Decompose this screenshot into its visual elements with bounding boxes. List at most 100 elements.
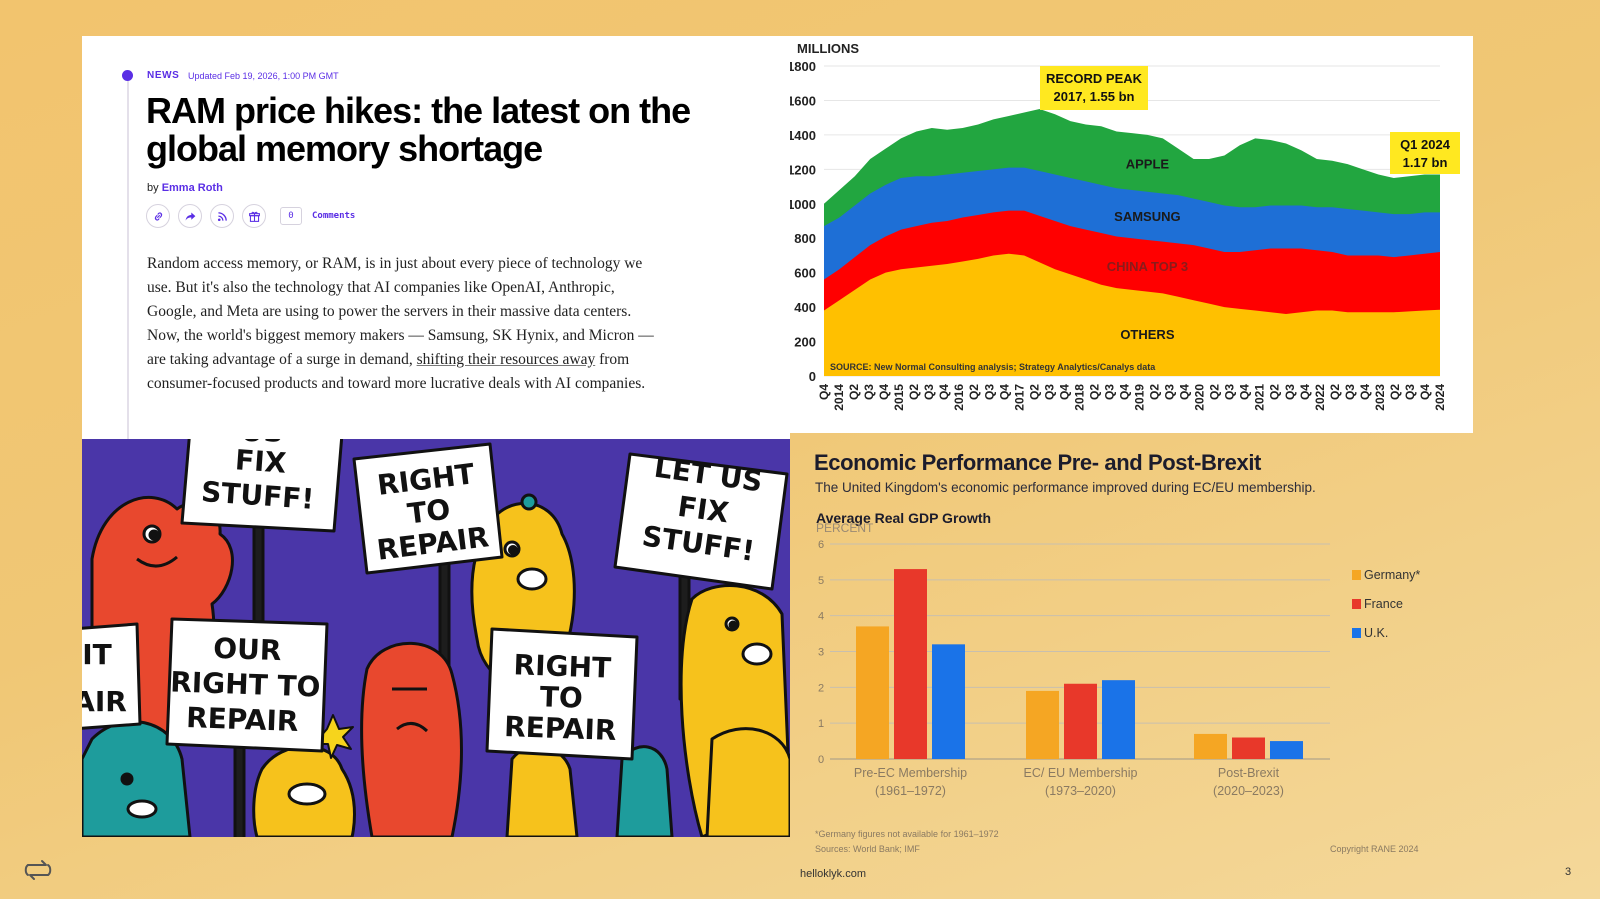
article-body: Random access memory, or RAM, is in just… xyxy=(147,252,667,395)
gdp-legend-label: Germany* xyxy=(1364,568,1420,582)
byline-prefix: by xyxy=(147,182,159,194)
memory-x-tick: Q2 xyxy=(1268,384,1282,400)
memory-x-tick: Q4 xyxy=(997,384,1011,400)
sign6-line3: REPAIR xyxy=(504,710,617,747)
memory-x-tick: Q3 xyxy=(1283,384,1297,400)
gdp-category-period: (1973–2020) xyxy=(1045,784,1116,798)
memory-x-tick: Q2 xyxy=(1328,384,1342,400)
memory-x-tick: Q4 xyxy=(1298,384,1312,400)
right-to-repair-illustration: US FIX STUFF! RIGHT TO REPAIR LET US FIX… xyxy=(82,439,790,837)
memory-x-tick: 2024 xyxy=(1433,384,1447,411)
sign6-line2: TO xyxy=(539,680,583,714)
memory-x-tick: Q3 xyxy=(1102,384,1116,400)
sign1-partial-text: US xyxy=(241,439,284,448)
gdp-chart-title: Average Real GDP Growth xyxy=(816,510,992,526)
memory-y-tick: 1400 xyxy=(790,128,816,143)
memory-x-tick: 2015 xyxy=(892,384,906,411)
gdp-legend-label: France xyxy=(1364,597,1403,611)
memory-area-chart: MILLIONS 0 200 400 600 800 1000 1200 1400 1600 180… xyxy=(790,41,1460,411)
rss-button[interactable] xyxy=(210,204,234,228)
author-link[interactable]: Emma Roth xyxy=(161,182,223,194)
chart-sources: Sources: World Bank; IMF xyxy=(815,844,920,854)
memory-y-tick: 400 xyxy=(794,300,816,315)
rss-icon xyxy=(217,211,227,221)
loop-logo-icon[interactable] xyxy=(22,856,54,884)
byline: by Emma Roth xyxy=(147,182,223,194)
sign4-line2: AIR xyxy=(82,685,127,718)
gift-button[interactable] xyxy=(242,204,266,228)
gdp-category-label: Post-Brexit xyxy=(1218,766,1280,780)
memory-x-tick: Q3 xyxy=(982,384,996,400)
memory-x-tick: Q4 xyxy=(817,384,831,400)
sign2-line2: TO xyxy=(406,493,453,531)
comment-count: 0 xyxy=(280,207,302,225)
sign5-line3: REPAIR xyxy=(186,701,299,738)
sign1-line2: STUFF! xyxy=(200,475,315,516)
gdp-bar xyxy=(932,644,965,759)
gdp-bar xyxy=(1102,680,1135,759)
news-dot-icon xyxy=(122,70,133,81)
memory-x-tick: Q2 xyxy=(1027,384,1041,400)
sign-fix-stuff xyxy=(180,439,344,533)
gdp-bar xyxy=(1194,733,1227,759)
sign3-line2: FIX xyxy=(676,490,732,530)
news-kicker[interactable]: NEWS xyxy=(147,70,180,81)
memory-source: SOURCE: New Normal Consulting analysis; … xyxy=(830,362,1156,372)
memory-x-tick: Q2 xyxy=(907,384,921,400)
memory-x-tick: Q4 xyxy=(1057,384,1071,400)
memory-series-label: APPLE xyxy=(1126,156,1170,171)
sign6-line1: RIGHT xyxy=(513,648,612,684)
memory-y-tick: 200 xyxy=(794,335,816,350)
memory-x-tick: Q2 xyxy=(967,384,981,400)
memory-annotation-box xyxy=(1390,132,1460,174)
memory-annotation-line2: 1.17 bn xyxy=(1403,155,1448,170)
gdp-category-label: EC/ EU Membership xyxy=(1024,766,1138,780)
germany-footnote: *Germany figures not available for 1961–… xyxy=(815,829,999,839)
gift-icon xyxy=(248,211,260,222)
memory-x-tick: Q4 xyxy=(1358,384,1372,400)
memory-series-label: SAMSUNG xyxy=(1114,209,1180,224)
memory-chart-panel: MILLIONS 0 200 400 600 800 1000 1200 1400 1600 180… xyxy=(790,36,1473,433)
share-button[interactable] xyxy=(178,204,202,228)
gdp-y-tick: 2 xyxy=(818,682,824,694)
gdp-bar xyxy=(894,569,927,759)
copy-link-button[interactable] xyxy=(146,204,170,228)
gdp-unit-label: PERCENT xyxy=(816,521,874,535)
memory-annotation-line2: 2017, 1.55 bn xyxy=(1054,89,1135,104)
memory-x-tick: 2014 xyxy=(832,384,846,411)
memory-x-tick: Q2 xyxy=(847,384,861,400)
memory-x-tick: Q3 xyxy=(862,384,876,400)
memory-x-tick: Q2 xyxy=(1087,384,1101,400)
comments-label: Comments xyxy=(312,211,356,221)
memory-x-tick: Q4 xyxy=(877,384,891,400)
memory-y-tick: 0 xyxy=(809,369,816,384)
sign5-line1: OUR xyxy=(213,632,282,667)
site-url: helloklyk.com xyxy=(800,868,867,880)
memory-x-tick: Q3 xyxy=(1163,384,1177,400)
share-icon xyxy=(185,211,195,221)
comments-link[interactable]: 0 Comments xyxy=(280,207,355,225)
article-toolbar: 0 Comments xyxy=(146,204,355,228)
gdp-bar xyxy=(856,626,889,759)
memory-annotation-line1: RECORD PEAK xyxy=(1046,71,1143,86)
sign5-line2: RIGHT TO xyxy=(170,665,321,703)
gdp-legend-swatch xyxy=(1352,628,1361,638)
memory-x-tick: Q4 xyxy=(937,384,951,400)
memory-y-tick: 800 xyxy=(794,231,816,246)
gdp-bar-chart: PERCENT 0 1 2 3 4 5 6 Pre-EC Membership (1961–197… xyxy=(816,521,1420,798)
memory-unit-label: MILLIONS xyxy=(797,41,859,56)
gdp-bar xyxy=(1064,683,1097,759)
gdp-legend-label: U.K. xyxy=(1364,626,1388,640)
memory-series-label: OTHERS xyxy=(1120,327,1175,342)
protest-cartoon: US FIX STUFF! RIGHT TO REPAIR LET US FIX… xyxy=(82,439,790,837)
gdp-y-tick: 0 xyxy=(818,754,824,766)
memory-x-tick: Q3 xyxy=(1343,384,1357,400)
sign4-line1: IT xyxy=(82,638,112,671)
memory-y-tick: 1000 xyxy=(790,197,816,212)
memory-series-label: CHINA TOP 3 xyxy=(1107,259,1188,274)
updated-timestamp: Updated Feb 19, 2026, 1:00 PM GMT xyxy=(188,71,339,81)
article-title: RAM price hikes: the latest on the globa… xyxy=(146,90,691,169)
memory-annotation-line1: Q1 2024 xyxy=(1400,137,1451,152)
gdp-y-tick: 4 xyxy=(818,611,824,623)
shifting-resources-link[interactable]: shifting their resources away xyxy=(416,350,596,368)
